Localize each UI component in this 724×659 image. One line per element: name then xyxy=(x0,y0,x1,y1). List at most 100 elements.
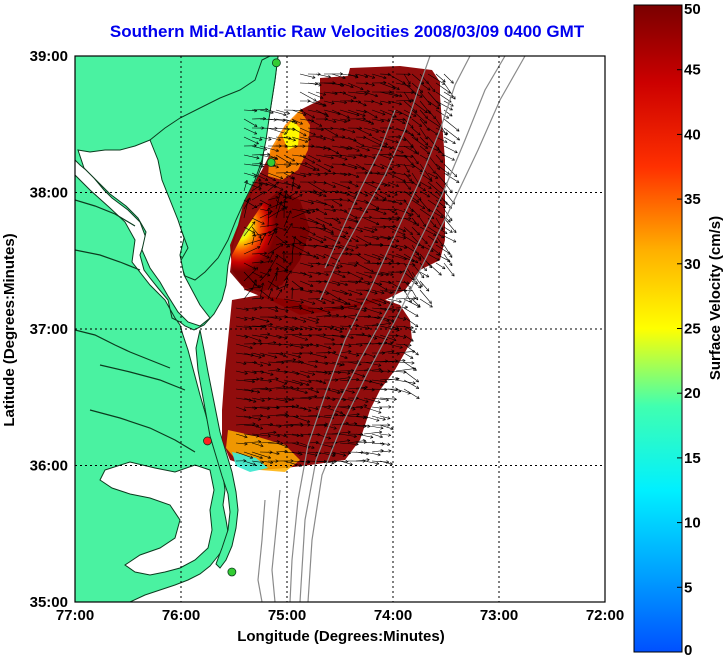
velocity-vector xyxy=(339,343,352,347)
velocity-vector-head xyxy=(245,308,249,312)
velocity-vector-head xyxy=(347,430,351,434)
velocity-vector xyxy=(339,91,357,99)
velocity-vector xyxy=(419,217,427,227)
velocity-vector xyxy=(419,280,430,292)
velocity-vector xyxy=(363,235,380,240)
velocity-vector-head xyxy=(244,180,249,184)
velocity-vector-head xyxy=(314,364,318,369)
velocity-vector xyxy=(307,388,319,393)
velocity-vector xyxy=(299,442,315,449)
velocity-vector xyxy=(243,406,257,409)
velocity-vector xyxy=(307,181,326,193)
velocity-vector xyxy=(243,221,256,237)
velocity-vector-head xyxy=(453,173,458,178)
velocity-vector xyxy=(235,397,252,401)
velocity-vector-head xyxy=(355,219,359,223)
velocity-vector xyxy=(371,342,387,345)
velocity-vector xyxy=(387,253,407,260)
velocity-vector-head xyxy=(275,222,279,227)
velocity-vector-head xyxy=(304,337,308,341)
velocity-vector xyxy=(259,370,274,376)
velocity-vector xyxy=(363,136,383,147)
velocity-vector-head xyxy=(383,81,387,85)
colorbar-tick-labels: 0 5 10 15 20 25 30 35 40 45 50 xyxy=(677,1,701,659)
velocity-vector xyxy=(283,343,304,348)
velocity-vector xyxy=(347,440,366,444)
velocity-vector xyxy=(339,433,357,437)
velocity-vector xyxy=(371,190,387,200)
velocity-vector-head xyxy=(407,72,411,76)
velocity-vector-head xyxy=(256,156,260,160)
velocity-vector xyxy=(355,262,374,273)
pamlico-sound xyxy=(99,461,215,576)
lat-tick-label: 37:00 xyxy=(30,321,68,338)
velocity-vector-head xyxy=(449,262,453,267)
velocity-vector xyxy=(371,73,387,79)
velocity-vector xyxy=(355,118,372,123)
velocity-vector xyxy=(267,228,277,246)
velocity-vector xyxy=(283,433,300,436)
velocity-vector-head xyxy=(297,355,302,359)
velocity-vector-head xyxy=(258,178,262,182)
velocity-vector-head xyxy=(320,134,324,139)
velocity-vector-head xyxy=(348,344,352,348)
velocity-vector-head xyxy=(444,139,448,143)
velocity-vector xyxy=(395,343,412,346)
velocity-vector xyxy=(243,172,257,177)
velocity-vector xyxy=(275,253,287,262)
velocity-vector-head xyxy=(367,281,371,286)
velocity-vector xyxy=(267,280,279,289)
velocity-vector-head xyxy=(267,207,271,211)
velocity-vector-head xyxy=(276,451,280,456)
velocity-vector xyxy=(419,226,437,236)
velocity-vector xyxy=(379,244,398,247)
velocity-vector xyxy=(371,289,385,294)
velocity-vector-head xyxy=(394,192,398,196)
velocity-vector xyxy=(275,267,278,282)
velocity-vector xyxy=(371,163,385,169)
velocity-vector-head xyxy=(454,150,458,154)
velocity-vector xyxy=(443,181,453,193)
velocity-vector xyxy=(323,314,339,318)
velocity-vector-head xyxy=(348,292,353,296)
colorbar-tick-label: 40 xyxy=(684,126,701,143)
velocity-vector-head xyxy=(344,157,348,161)
velocity-vector xyxy=(267,325,288,330)
velocity-vector-head xyxy=(420,81,425,85)
velocity-vector xyxy=(307,244,328,247)
velocity-vector xyxy=(291,243,294,264)
velocity-vector-head xyxy=(364,404,368,408)
velocity-vector xyxy=(435,100,453,111)
velocity-vector-head xyxy=(425,274,430,278)
velocity-vector xyxy=(291,244,310,255)
velocity-vector xyxy=(331,181,351,189)
velocity-vector xyxy=(379,118,391,122)
velocity-vector-head xyxy=(399,94,403,98)
velocity-vector-head xyxy=(423,223,427,227)
velocity-vector xyxy=(275,379,288,385)
velocity-vector xyxy=(387,73,406,84)
velocity-vector-head xyxy=(253,399,257,403)
velocity-vector xyxy=(259,109,274,114)
velocity-vector xyxy=(323,109,341,115)
velocity-vector xyxy=(387,181,399,187)
velocity-vector xyxy=(259,289,274,301)
y-axis-label: Latitude (Degrees:Minutes) xyxy=(1,233,18,426)
velocity-vector xyxy=(291,433,304,437)
velocity-vector xyxy=(443,163,458,178)
velocity-vector xyxy=(291,397,312,399)
velocity-vector-head xyxy=(336,217,340,221)
velocity-vector-head xyxy=(368,132,372,136)
colorbar-tick-label: 10 xyxy=(684,515,701,532)
velocity-vector xyxy=(235,388,254,392)
lat-tick-label: 38:00 xyxy=(30,185,68,202)
velocity-vector-head xyxy=(364,74,369,79)
velocity-vector xyxy=(435,208,451,223)
velocity-vector-head xyxy=(362,113,366,117)
velocity-vector-head xyxy=(275,181,279,185)
velocity-vector xyxy=(307,280,322,283)
velocity-vector-head xyxy=(251,230,256,234)
velocity-vector-head xyxy=(442,79,446,83)
velocity-vector-head xyxy=(265,107,269,112)
velocity-vector-head xyxy=(378,311,383,315)
